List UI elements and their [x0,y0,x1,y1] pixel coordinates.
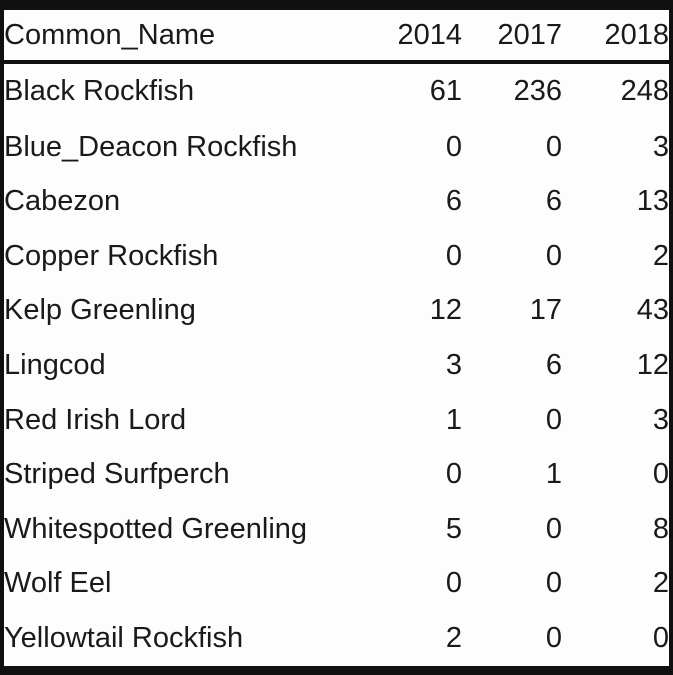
cell-count-2014: 0 [445,239,462,272]
cell-count-2017: 6 [545,185,562,218]
cell-count-2014: 0 [445,458,462,491]
cell-count-2018: 3 [652,403,669,436]
cell-count-2018: 3 [652,130,669,163]
cell-species-name: Yellowtail Rockfish [4,622,244,655]
cell-count-2017: 6 [545,349,562,382]
column-header-2017: 2017 [462,10,562,64]
cell-species-name: Cabezon [4,185,121,218]
cell-count-2017: 0 [545,239,562,272]
cell-species-name: Black Rockfish [4,75,195,108]
cell-count-2017: 0 [545,403,562,436]
species-count-table: Common_Name 2014 2017 2018 Black Rockfis… [4,10,669,666]
cell-species-name: Striped Surfperch [4,458,230,491]
cell-species-name: Blue_Deacon Rockfish [4,130,298,163]
cell-count-2014: 3 [445,349,462,382]
cell-count-2014: 0 [445,567,462,600]
cell-species-name: Whitespotted Greenling [4,512,308,545]
table-row: Blue_Deacon Rockfish 0 0 3 [4,120,669,175]
table-row: Whitespotted Greenling 5 0 8 [4,502,669,557]
cell-count-2014: 1 [445,403,462,436]
table-row: Black Rockfish 61 236 248 [4,62,669,120]
cell-count-2018: 2 [652,567,669,600]
table-row: Striped Surfperch 0 1 0 [4,447,669,502]
table-row: Red Irish Lord 1 0 3 [4,393,669,448]
cell-count-2017: 236 [513,75,562,108]
cell-count-2017: 0 [545,567,562,600]
table-header: Common_Name 2014 2017 2018 [4,10,669,64]
cell-count-2018: 12 [636,349,669,382]
cell-count-2017: 1 [545,458,562,491]
cell-count-2014: 12 [429,294,462,327]
cell-count-2014: 0 [445,130,462,163]
cell-count-2018: 248 [620,75,669,108]
column-header-2014: 2014 [362,10,462,64]
cell-species-name: Kelp Greenling [4,294,196,327]
cell-count-2014: 2 [445,622,462,655]
cell-count-2018: 13 [636,185,669,218]
cell-species-name: Wolf Eel [4,567,112,600]
table-body: Black Rockfish 61 236 248 Blue_Deacon Ro… [4,62,669,666]
column-header-common-name: Common_Name [4,10,362,64]
cell-count-2017: 0 [545,130,562,163]
cell-count-2014: 61 [429,75,462,108]
table-row: Yellowtail Rockfish 2 0 0 [4,611,669,666]
cell-count-2017: 0 [545,512,562,545]
header-row: Common_Name 2014 2017 2018 [4,10,669,64]
cell-count-2018: 43 [636,294,669,327]
column-header-2018: 2018 [562,10,669,64]
cell-species-name: Red Irish Lord [4,403,187,436]
cell-count-2017: 17 [529,294,562,327]
table-row: Wolf Eel 0 0 2 [4,557,669,612]
cell-species-name: Copper Rockfish [4,239,219,272]
cell-species-name: Lingcod [4,349,106,382]
cell-count-2017: 0 [545,622,562,655]
cell-count-2014: 5 [445,512,462,545]
table-row: Cabezon 6 6 13 [4,175,669,230]
table-row: Copper Rockfish 0 0 2 [4,229,669,284]
cell-count-2018: 0 [652,622,669,655]
table-row: Lingcod 3 6 12 [4,338,669,393]
cell-count-2014: 6 [445,185,462,218]
cell-count-2018: 0 [652,458,669,491]
table-row: Kelp Greenling 12 17 43 [4,284,669,339]
cell-count-2018: 8 [652,512,669,545]
cell-count-2018: 2 [652,239,669,272]
